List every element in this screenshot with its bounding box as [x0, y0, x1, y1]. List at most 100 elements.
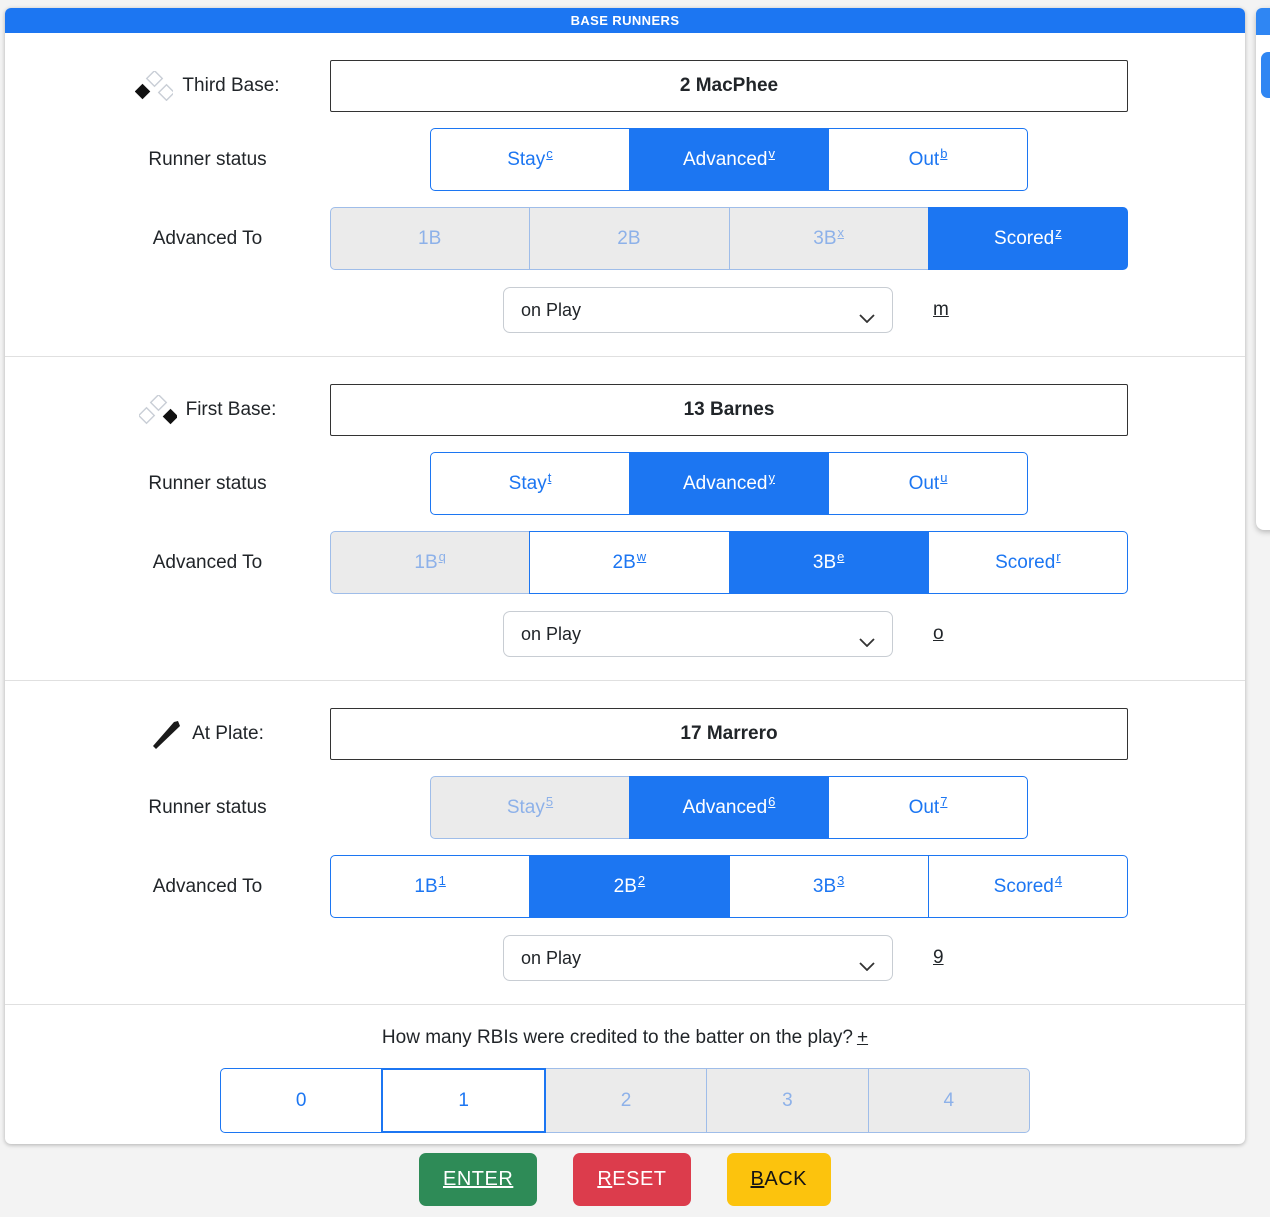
- rbi-4-label: 4: [943, 1089, 955, 1111]
- out-label: Out: [908, 472, 940, 494]
- rbi-shortcut-link[interactable]: +: [856, 1027, 869, 1048]
- action-bar: ENTER RESET BACK: [5, 1153, 1245, 1206]
- advance-1b-label: 1B: [414, 875, 438, 897]
- advance-scored-button[interactable]: Scored r: [927, 531, 1128, 594]
- back-label: BACK: [750, 1168, 807, 1190]
- runner-status-label: Runner status: [148, 148, 267, 170]
- advance-3b-button: 3B x: [728, 207, 929, 270]
- shortcut-hint: c: [546, 146, 553, 161]
- third-base-label-cell: Third Base:: [5, 71, 330, 101]
- advanced-button[interactable]: Advanced y: [629, 452, 829, 515]
- advanced-to-group: 1B 2B 3B x Scored z: [330, 207, 1128, 270]
- select-shortcut-link[interactable]: o: [933, 623, 944, 644]
- advance-1b-button: 1B: [330, 207, 531, 270]
- shortcut-hint: 2: [637, 873, 646, 888]
- rbi-block: How many RBIs were credited to the batte…: [5, 1025, 1245, 1133]
- out-button[interactable]: Out u: [828, 452, 1028, 515]
- select-shortcut-link[interactable]: m: [933, 299, 949, 320]
- advance-2b-label: 2B: [613, 875, 637, 897]
- advance-scored-button[interactable]: Scored 4: [927, 855, 1128, 918]
- advance-scored-label: Scored: [995, 551, 1056, 573]
- at-plate-label-cell: At Plate:: [5, 718, 330, 750]
- out-button[interactable]: Out b: [828, 128, 1028, 191]
- advance-2b-button[interactable]: 2B w: [529, 531, 730, 594]
- out-label: Out: [908, 796, 940, 818]
- stay-label: Stay: [507, 148, 546, 170]
- on-play-value: on Play: [521, 299, 582, 320]
- out-button[interactable]: Out 7: [828, 776, 1028, 839]
- player-field-first-base[interactable]: [330, 384, 1128, 436]
- shortcut-hint: w: [636, 549, 647, 564]
- enter-button[interactable]: ENTER: [419, 1153, 538, 1206]
- rbi-1-button[interactable]: 1: [381, 1068, 546, 1133]
- stay-label: Stay: [506, 796, 545, 818]
- adjacent-panel-header: [1256, 8, 1270, 35]
- shortcut-hint: e: [837, 549, 845, 564]
- rbi-question-text: How many RBIs were credited to the batte…: [381, 1027, 853, 1048]
- advance-scored-button[interactable]: Scored z: [927, 207, 1128, 270]
- reset-button[interactable]: RESET: [573, 1153, 691, 1206]
- shortcut-hint: q: [438, 549, 446, 564]
- rbi-question: How many RBIs were credited to the batte…: [5, 1025, 1245, 1051]
- advanced-to-group: 1B 1 2B 2 3B 3 Scored 4: [330, 855, 1128, 918]
- player-field-at-plate[interactable]: [330, 708, 1128, 760]
- shortcut-hint: 4: [1054, 873, 1063, 888]
- runner-status-label: Runner status: [148, 796, 267, 818]
- rbi-3-button: 3: [706, 1068, 869, 1133]
- panel-header: BASE RUNNERS: [5, 8, 1245, 33]
- advanced-label: Advanced: [682, 472, 768, 494]
- rbi-0-button[interactable]: 0: [220, 1068, 383, 1133]
- advance-1b-button[interactable]: 1B 1: [330, 855, 531, 918]
- back-button[interactable]: BACK: [726, 1153, 831, 1206]
- stay-button: Stay 5: [430, 776, 630, 839]
- runner-status-group: Stay t Advanced y Out u: [430, 452, 1028, 515]
- rbi-2-button: 2: [544, 1068, 708, 1133]
- shortcut-hint: y: [768, 470, 776, 485]
- advance-3b-button[interactable]: 3B e: [728, 531, 929, 594]
- advance-2b-button[interactable]: 2B 2: [529, 855, 730, 918]
- chevron-down-icon: [859, 307, 875, 328]
- runner-status-group: Stay 5 Advanced 6 Out 7: [430, 776, 1028, 839]
- advanced-to-label: Advanced To: [152, 875, 263, 897]
- select-shortcut-link[interactable]: 9: [933, 947, 944, 968]
- advance-3b-label: 3B: [812, 551, 837, 573]
- player-field-third-base[interactable]: [330, 60, 1128, 112]
- section-label: Third Base:: [182, 75, 280, 96]
- reset-label: RESET: [597, 1168, 667, 1190]
- advance-scored-label: Scored: [993, 875, 1054, 897]
- shortcut-hint: x: [837, 225, 845, 240]
- shortcut-hint: r: [1056, 549, 1061, 564]
- adjacent-panel-button[interactable]: [1261, 52, 1270, 98]
- bases-diamond-first-icon: [138, 395, 177, 425]
- shortcut-hint: t: [547, 470, 552, 485]
- rbi-2-label: 2: [620, 1089, 632, 1111]
- advance-2b-label: 2B: [612, 551, 636, 573]
- shortcut-hint: 3: [837, 873, 845, 888]
- advance-1b-label: 1B: [414, 551, 438, 573]
- runner-status-group: Stay c Advanced v Out b: [430, 128, 1028, 191]
- advanced-button[interactable]: Advanced v: [629, 128, 829, 191]
- adjacent-panel: [1256, 8, 1270, 530]
- shortcut-hint: 7: [940, 794, 948, 809]
- advance-3b-button[interactable]: 3B 3: [728, 855, 929, 918]
- advanced-button[interactable]: Advanced 6: [629, 776, 829, 839]
- stay-button[interactable]: Stay c: [430, 128, 630, 191]
- advanced-to-label: Advanced To: [152, 227, 263, 249]
- chevron-down-icon: [859, 631, 875, 652]
- advance-3b-label: 3B: [812, 875, 837, 897]
- base-runners-panel: BASE RUNNERS Third Base:: [5, 8, 1245, 1144]
- on-play-select[interactable]: on Play: [503, 287, 893, 333]
- stay-button[interactable]: Stay t: [430, 452, 630, 515]
- runner-status-label: Runner status: [148, 472, 267, 494]
- enter-label: ENTER: [443, 1168, 514, 1190]
- section-label: At Plate:: [192, 723, 264, 744]
- section-divider: [5, 1004, 1245, 1005]
- on-play-select[interactable]: on Play: [503, 611, 893, 657]
- first-base-label-cell: First Base:: [5, 395, 330, 425]
- bat-icon: [151, 718, 183, 750]
- on-play-select[interactable]: on Play: [503, 935, 893, 981]
- chevron-down-icon: [859, 955, 875, 976]
